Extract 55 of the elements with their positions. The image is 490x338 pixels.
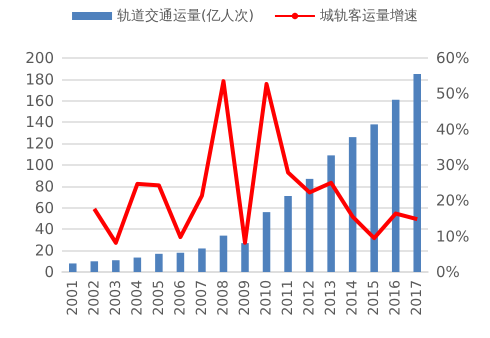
y2-tick-label: 50% bbox=[436, 84, 470, 103]
y2-tick-label: 20% bbox=[436, 192, 470, 210]
x-tick-label: 2013 bbox=[323, 280, 340, 316]
y2-tick-label: 40% bbox=[436, 120, 470, 138]
bar bbox=[327, 155, 335, 272]
bar bbox=[68, 263, 77, 272]
y2-tick-label: 10% bbox=[436, 227, 470, 246]
bar bbox=[392, 100, 400, 272]
y-tick-label: 120 bbox=[25, 134, 54, 153]
x-tick-label: 2017 bbox=[409, 280, 426, 316]
y-tick-label: 0 bbox=[44, 263, 54, 281]
y-tick-label: 40 bbox=[34, 220, 54, 238]
y-tick-label: 20 bbox=[34, 242, 54, 260]
y2-tick-label: 60% bbox=[436, 49, 470, 67]
x-tick-label: 2002 bbox=[86, 280, 102, 316]
y-tick-label: 80 bbox=[34, 177, 54, 196]
x-tick-label: 2012 bbox=[302, 280, 318, 316]
y-tick-label: 160 bbox=[25, 92, 54, 110]
bar bbox=[241, 243, 249, 272]
x-tick-label: 2015 bbox=[366, 280, 382, 316]
x-tick-label: 2008 bbox=[215, 280, 232, 316]
y-tick-label: 200 bbox=[25, 49, 54, 67]
x-tick-label: 2004 bbox=[129, 280, 146, 316]
x-tick-label: 2016 bbox=[388, 280, 404, 316]
x-tick-label: 2003 bbox=[108, 280, 124, 316]
line-series bbox=[92, 79, 420, 245]
bar bbox=[306, 178, 314, 272]
bar bbox=[413, 74, 422, 272]
bar bbox=[155, 254, 163, 272]
x-tick-label: 2001 bbox=[64, 280, 81, 316]
y-tick-label: 100 bbox=[25, 156, 54, 174]
bar bbox=[348, 137, 356, 272]
bar bbox=[176, 252, 184, 272]
bar bbox=[134, 258, 142, 272]
y-tick-label: 140 bbox=[25, 113, 54, 132]
x-tick-label: 2010 bbox=[258, 280, 275, 316]
y2-tick-label: 30% bbox=[436, 156, 470, 174]
y-tick-label: 60 bbox=[34, 198, 54, 217]
bar bbox=[284, 196, 292, 272]
y2-tick-label: 0% bbox=[436, 263, 460, 281]
legend-label: 城轨客运量增速 bbox=[318, 8, 418, 24]
bar bbox=[220, 236, 228, 272]
y-tick-label: 180 bbox=[25, 70, 54, 88]
x-tick-label: 2005 bbox=[150, 280, 167, 316]
bar bbox=[370, 124, 378, 272]
x-tick-label: 2007 bbox=[194, 280, 210, 316]
bar bbox=[90, 261, 98, 272]
x-tick-label: 2009 bbox=[237, 280, 253, 316]
x-tick-label: 2006 bbox=[172, 280, 188, 316]
x-tick-label: 2011 bbox=[280, 280, 296, 316]
legend-label: 轨道交通运量(亿人次) bbox=[117, 8, 254, 24]
bar bbox=[198, 248, 206, 272]
x-tick-label: 2014 bbox=[344, 280, 361, 316]
bar bbox=[112, 260, 120, 272]
bar bbox=[262, 212, 270, 272]
